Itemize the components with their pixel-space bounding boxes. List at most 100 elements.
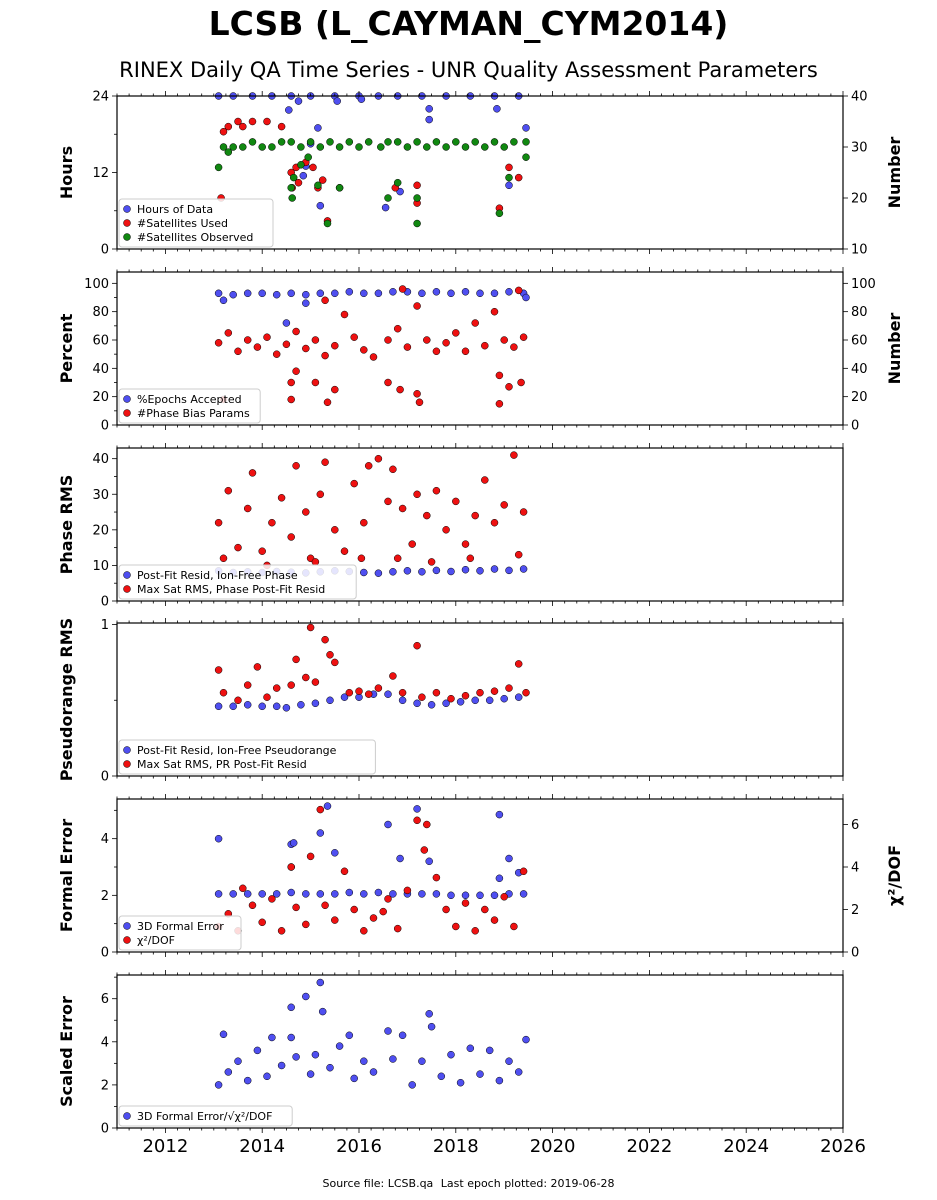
data-point — [214, 666, 223, 674]
data-point — [326, 651, 334, 659]
y-right-tick-label: 10 — [851, 243, 868, 258]
data-point — [461, 565, 470, 574]
y-tick-label: 0 — [101, 243, 109, 258]
data-point — [384, 194, 392, 202]
data-point — [452, 922, 460, 931]
data-point — [234, 347, 242, 356]
data-point — [369, 914, 378, 922]
data-point — [239, 122, 247, 131]
data-point — [490, 916, 499, 924]
y-tick-label: 0 — [101, 1122, 109, 1137]
data-point — [514, 660, 523, 668]
data-point — [302, 890, 310, 898]
y-right-tick-label: 20 — [851, 192, 868, 207]
data-point — [389, 672, 397, 680]
legend-hours: Hours of Data#Satellites Used#Satellites… — [118, 198, 274, 248]
data-point — [331, 916, 339, 924]
data-point — [490, 565, 499, 573]
data-point — [214, 702, 223, 711]
last-epoch-label: Last epoch plotted: 2019-06-28 — [440, 1177, 615, 1190]
y-right-tick-label: 60 — [851, 334, 868, 349]
data-point — [505, 181, 513, 190]
data-point — [258, 918, 266, 927]
data-point — [510, 451, 518, 459]
data-point — [377, 143, 385, 151]
series-pseudorange-1 — [214, 623, 530, 705]
data-point — [287, 289, 295, 298]
chart-title: LCSB (L_CAYMAN_CYM2014) — [208, 4, 729, 43]
data-point — [413, 816, 421, 825]
data-point — [331, 341, 339, 350]
legend-pseudorange: Post-Fit Resid, Ion-Free PseudorangeMax … — [118, 739, 376, 775]
legend-marker — [123, 760, 131, 768]
data-point — [389, 288, 397, 296]
data-point — [514, 286, 523, 295]
x-tick-label: 2024 — [723, 1136, 769, 1157]
chart-subtitle: RINEX Daily QA Time Series - UNR Quality… — [119, 58, 818, 82]
series-pseudorange-0 — [214, 690, 523, 712]
data-point — [374, 569, 383, 577]
data-point — [224, 148, 233, 156]
data-point — [243, 289, 252, 298]
data-point — [282, 319, 291, 327]
data-point — [268, 143, 276, 151]
data-point — [331, 849, 339, 857]
legend-box — [118, 388, 261, 424]
data-point — [326, 696, 334, 705]
data-point — [495, 400, 504, 408]
y-right-tick-label: 4 — [851, 861, 859, 876]
data-point — [292, 655, 300, 664]
data-point — [432, 347, 441, 356]
data-point — [369, 1068, 378, 1076]
data-point — [292, 1053, 300, 1061]
data-point — [234, 543, 242, 552]
data-point — [393, 554, 402, 563]
data-point — [289, 839, 298, 847]
legend-marker — [123, 1112, 131, 1120]
data-point — [452, 329, 460, 337]
data-point — [306, 1070, 315, 1078]
data-point — [374, 289, 383, 298]
y-right-tick-label: 0 — [851, 419, 859, 434]
data-point — [425, 1010, 433, 1018]
data-point — [500, 694, 508, 703]
data-point — [461, 891, 470, 900]
y-tick-label: 100 — [84, 277, 109, 292]
legend-marker — [123, 746, 131, 754]
data-point — [447, 289, 455, 298]
data-point — [214, 1081, 223, 1089]
data-point — [287, 533, 295, 541]
data-point — [302, 344, 310, 353]
data-point — [505, 288, 513, 296]
data-point — [311, 336, 320, 344]
data-point — [234, 696, 242, 705]
data-point — [292, 462, 300, 470]
data-point — [403, 343, 412, 351]
data-point — [248, 469, 257, 477]
data-point — [471, 138, 479, 146]
data-point — [471, 696, 479, 705]
data-point — [243, 890, 252, 898]
legend-entry: #Phase Bias Params — [137, 407, 250, 420]
data-point — [522, 688, 530, 697]
data-point — [471, 319, 479, 327]
data-point — [272, 684, 281, 692]
data-point — [393, 178, 402, 187]
data-point — [331, 526, 339, 534]
data-point — [432, 873, 441, 882]
y-tick-label: 20 — [92, 390, 109, 405]
data-point — [517, 378, 525, 387]
data-point — [476, 1070, 484, 1078]
y-tick-label: 0 — [101, 946, 109, 961]
legend-entry: χ²/DOF — [137, 934, 175, 947]
data-point — [350, 479, 358, 488]
data-point — [219, 554, 228, 563]
y-tick-label: 0 — [101, 770, 109, 785]
panel-percent: 0 20 40 60 80 100 0 20 40 60 80 100 Percent Number %Ep… — [57, 267, 904, 434]
data-point — [432, 138, 441, 146]
data-point — [302, 299, 310, 307]
data-point — [323, 802, 332, 810]
x-tick-label: 2016 — [336, 1136, 382, 1157]
